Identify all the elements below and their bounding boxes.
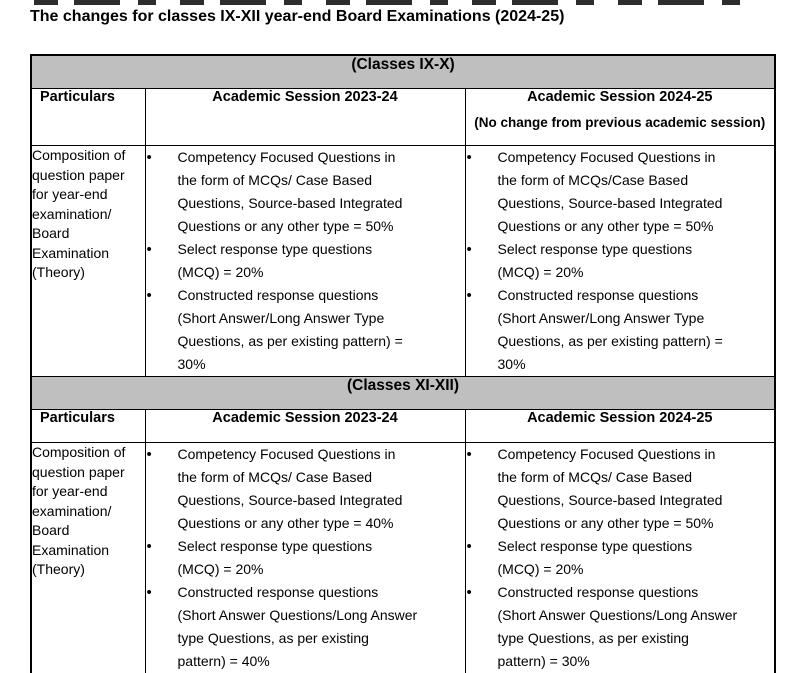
column-header-row-ix-x: Particulars Academic Session 2023-24 Aca…	[30, 88, 776, 146]
session-2023-24-cell: Competency Focused Questions in the form…	[144, 442, 466, 673]
bullet-list: Competency Focused Questions in the form…	[466, 443, 775, 673]
particulars-cell: Composition of question paper for year-e…	[30, 442, 146, 673]
bullet-item: Select response type questions (MCQ) = 2…	[146, 535, 418, 581]
bullet-item: Competency Focused Questions in the form…	[146, 443, 418, 535]
session-2023-24-cell: Competency Focused Questions in the form…	[144, 145, 466, 377]
bullet-item: Competency Focused Questions in the form…	[466, 443, 738, 535]
bullet-item: Competency Focused Questions in the form…	[146, 146, 418, 238]
column-header-session-2024-25: Academic Session 2024-25	[464, 409, 776, 443]
document-title: The changes for classes IX-XII year-end …	[30, 8, 565, 25]
bullet-item: Constructed response questions (Short An…	[146, 581, 418, 673]
bullet-item: Constructed response questions (Short An…	[146, 284, 418, 376]
column-header-session-2024-25: Academic Session 2024-25 (No change from…	[464, 88, 776, 146]
section-band-classes-xi-xii: (Classes XI-XII)	[30, 376, 776, 410]
column-header-row-xi-xii: Particulars Academic Session 2023-24 Aca…	[30, 409, 776, 443]
bullet-item: Constructed response questions (Short An…	[466, 581, 738, 673]
exam-changes-table: (Classes IX-X) Particulars Academic Sess…	[30, 54, 777, 673]
column-header-particulars: Particulars	[30, 409, 146, 443]
section-band-classes-ix-x: (Classes IX-X)	[30, 54, 776, 89]
section-header-classes-xi-xii: (Classes XI-XII)	[30, 376, 776, 410]
bullet-list: Competency Focused Questions in the form…	[146, 146, 465, 376]
column-header-particulars: Particulars	[30, 88, 146, 146]
session-2024-25-cell: Competency Focused Questions in the form…	[464, 442, 776, 673]
data-row-ix-x: Composition of question paper for year-e…	[30, 145, 776, 377]
data-row-xi-xii: Composition of question paper for year-e…	[30, 442, 776, 673]
bullet-list: Competency Focused Questions in the form…	[146, 443, 465, 673]
no-change-note: (No change from previous academic sessio…	[474, 115, 766, 130]
bullet-item: Select response type questions (MCQ) = 2…	[146, 238, 418, 284]
bullet-item: Competency Focused Questions in the form…	[466, 146, 738, 238]
section-header-classes-ix-x: (Classes IX-X)	[30, 54, 776, 89]
bullet-item: Constructed response questions (Short An…	[466, 284, 738, 376]
cropped-text-artifact	[34, 0, 746, 5]
bullet-list: Competency Focused Questions in the form…	[466, 146, 775, 376]
particulars-cell: Composition of question paper for year-e…	[30, 145, 146, 377]
session-2024-25-label: Academic Session 2024-25	[527, 89, 713, 105]
column-header-session-2023-24: Academic Session 2023-24	[144, 88, 466, 146]
session-2024-25-cell: Competency Focused Questions in the form…	[464, 145, 776, 377]
bullet-item: Select response type questions (MCQ) = 2…	[466, 238, 738, 284]
bullet-item: Select response type questions (MCQ) = 2…	[466, 535, 738, 581]
column-header-session-2023-24: Academic Session 2023-24	[144, 409, 466, 443]
